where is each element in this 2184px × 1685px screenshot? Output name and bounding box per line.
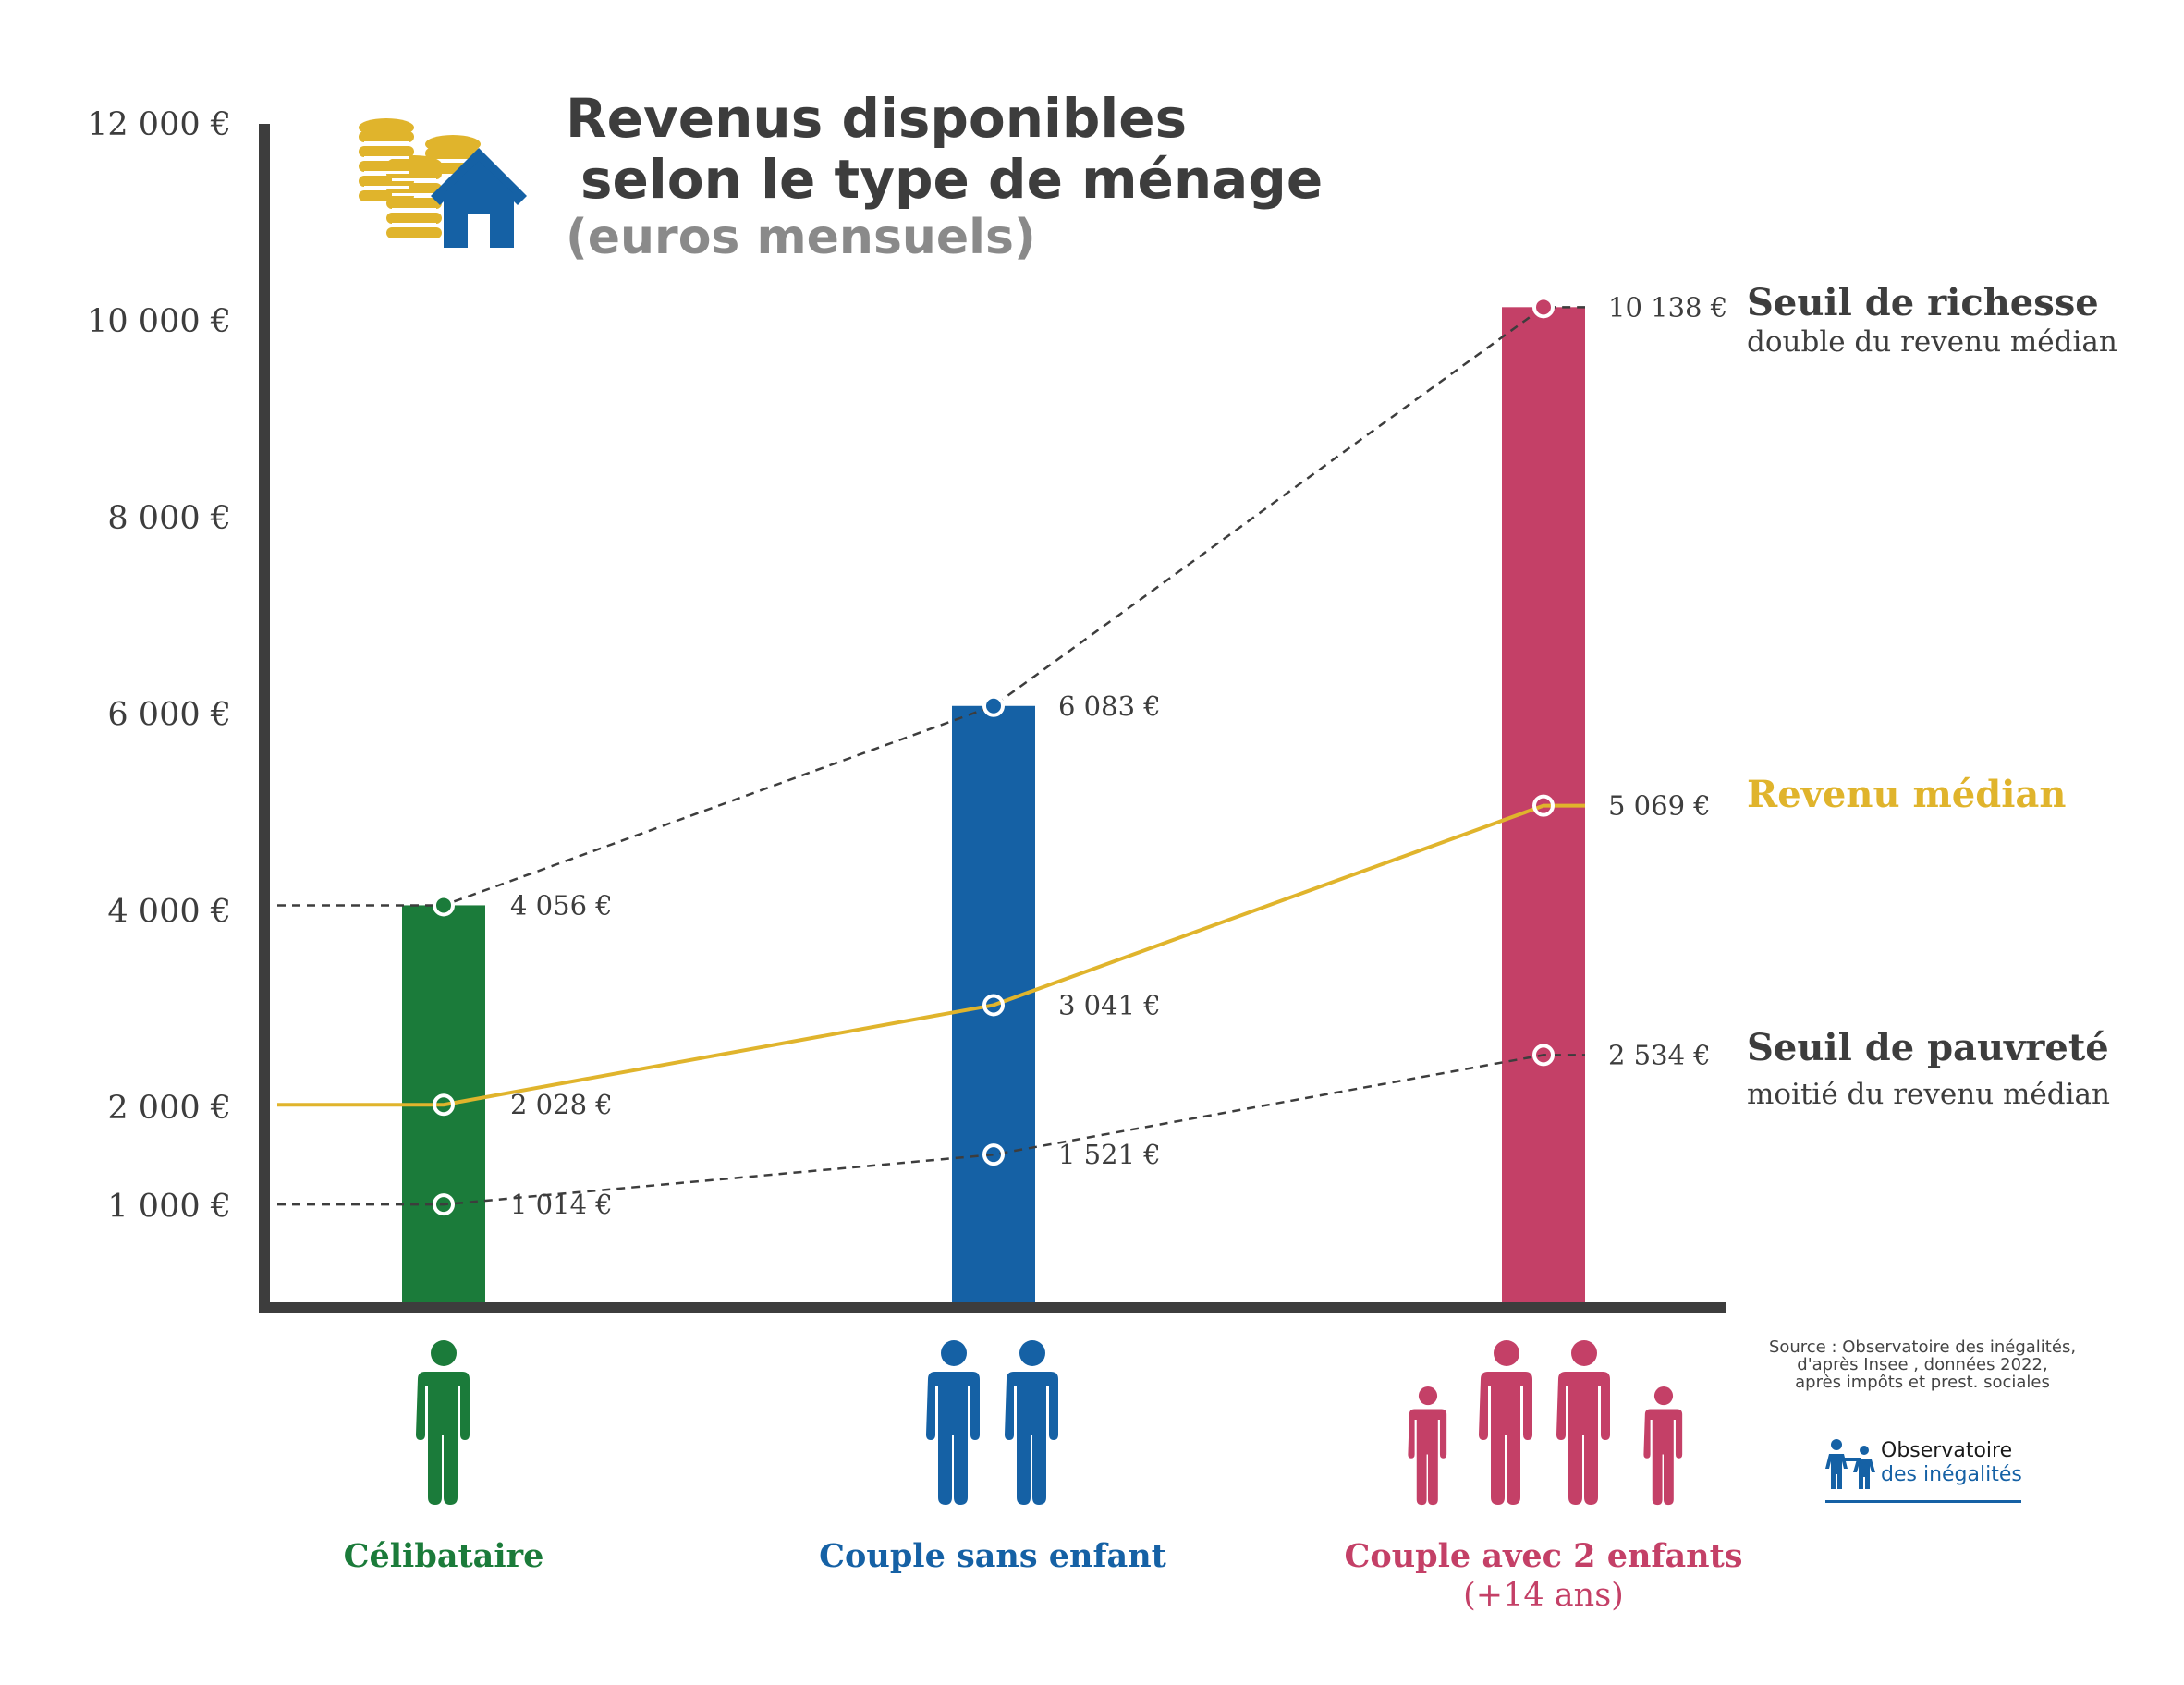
person-body [926,1372,980,1505]
marker-3-1 [433,1193,455,1216]
y-tick-label: 6 000 € [107,697,231,734]
legend-revenu-median: Revenu médian [1747,773,2067,816]
person-head [1019,1340,1045,1366]
category-label-celibataire: Célibataire [343,1537,544,1575]
category-sublabel-couple-avec-enfants: (+14 ans) [1463,1577,1624,1614]
legend-seuil-richesse: Seuil de richesse [1747,281,2099,324]
marker-1-1 [433,894,455,917]
family-icon-adult-1 [1479,1340,1532,1505]
person-head [1571,1340,1597,1366]
series-markers [433,296,1555,1216]
source-line-1: Source : Observatoire des inégalités, [1768,1337,2077,1357]
single-person-icon [416,1340,470,1505]
axes [259,124,1726,1313]
legend-seuil-pauvrete-desc: moitié du revenu médian [1747,1078,2110,1111]
person-head [431,1340,457,1366]
y-tick-label: 1 000 € [107,1189,231,1226]
marker-3-2 [982,1143,1005,1166]
person-body [416,1372,470,1505]
person-head [1653,1386,1674,1406]
person-head [1494,1340,1519,1366]
couple-icon-person-1 [926,1340,980,1505]
person-body [1643,1409,1683,1506]
people-icons [416,1340,1683,1506]
category-label-couple-avec-enfants: Couple avec 2 enfants [1344,1537,1743,1575]
y-tick-label: 4 000 € [107,893,231,930]
bars [402,307,1585,1309]
y-tick-label: 10 000 € [87,303,231,340]
marker-1-2 [982,694,1005,717]
family-icon-child-2 [1643,1386,1683,1506]
legend-seuil-pauvrete: Seuil de pauvreté [1747,1026,2109,1069]
logo-underline [1825,1500,2021,1503]
chart-title-line-2: selon le type de ménage [580,148,1324,211]
marker-3-3 [1532,1044,1555,1067]
person-body [1479,1372,1532,1505]
series-lines [277,306,1585,1206]
logo-line-2: des inégalités [1881,1463,2022,1486]
person-head [1418,1386,1438,1406]
chart-subtitle: (euros mensuels) [566,210,1036,265]
chart-title-block: Revenus disponibles selon le type de mén… [566,88,1323,265]
family-icon-adult-2 [1556,1340,1610,1505]
legend-seuil-richesse-desc: double du revenu médian [1747,325,2117,359]
series-line-1 [277,306,1585,907]
marker-1-3 [1532,296,1555,319]
family-icon-child-1 [1408,1386,1447,1506]
y-axis-ticks: 1 000 € 2 000 € 4 000 € 6 000 € 8 000 € 10 00… [87,106,231,1225]
value-label-1-1: 4 056 € [510,889,613,921]
chart-title-line-1: Revenus disponibles [566,87,1188,150]
value-label-1-2: 6 083 € [1058,690,1161,722]
value-label-2-2: 3 041 € [1058,989,1161,1020]
source-line-2: d'après Insee , données 2022, [1797,1355,2048,1374]
source-line-3: après impôts et prest. sociales [1795,1373,2050,1392]
category-label-couple-sans-enfant: Couple sans enfant [819,1537,1166,1575]
value-labels: 4 056 € 6 083 € 10 138 € 2 028 € 3 041 € 5 06… [510,291,1727,1220]
value-label-3-3: 2 534 € [1608,1039,1711,1070]
y-tick-label: 2 000 € [107,1090,231,1127]
value-label-2-3: 5 069 € [1608,790,1711,822]
marker-2-3 [1532,794,1555,817]
person-body [1408,1409,1447,1506]
value-label-2-1: 2 028 € [510,1089,613,1120]
source-note: Source : Observatoire des inégalités, d'… [1738,1338,2107,1391]
series-line-2 [277,803,1585,1107]
y-tick-label: 12 000 € [87,106,231,143]
observatoire-logo: Observatoire des inégalités [1825,1437,2047,1507]
logo-line-1: Observatoire [1881,1439,2013,1462]
person-body [1556,1372,1610,1505]
person-body [1005,1372,1058,1505]
logo-people-icon [1825,1439,1875,1489]
value-label-1-3: 10 138 € [1608,291,1727,323]
person-head [941,1340,967,1366]
y-tick-label: 8 000 € [107,500,231,537]
marker-2-1 [433,1093,455,1117]
house-icon [431,148,527,248]
marker-2-2 [982,994,1005,1017]
coins-icon [359,118,527,248]
value-label-3-2: 1 521 € [1058,1139,1161,1170]
series-line-3 [277,1054,1585,1206]
couple-icon-person-2 [1005,1340,1058,1505]
coins-house-icon [351,111,536,259]
value-label-3-1: 1 014 € [510,1189,613,1220]
